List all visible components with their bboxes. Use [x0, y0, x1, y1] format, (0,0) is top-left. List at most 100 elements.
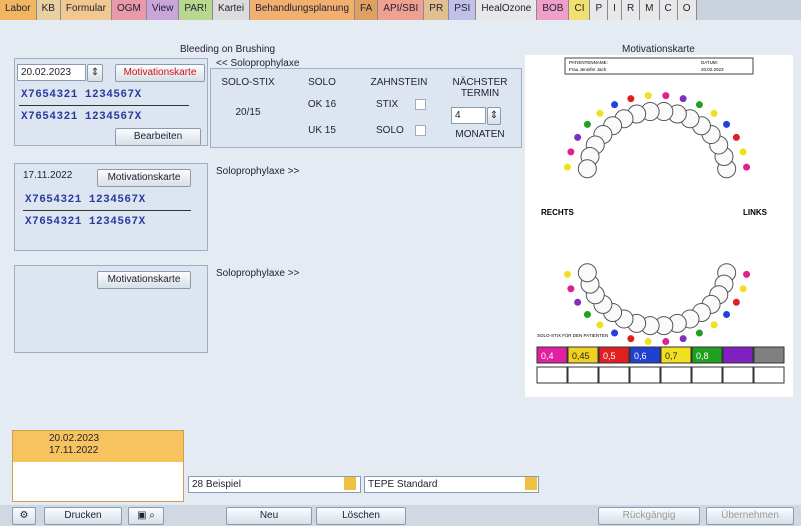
- left-label: LINKS: [743, 208, 768, 217]
- icon-button[interactable]: ▣ ⌕: [128, 507, 164, 525]
- entry-date: 17.11.2022: [23, 170, 72, 181]
- teeth-upper: X7654321 1234567X: [21, 89, 142, 101]
- delete-button[interactable]: Löschen: [316, 507, 406, 525]
- card-button[interactable]: Motivationskarte: [97, 169, 191, 187]
- tab[interactable]: CI: [569, 0, 590, 20]
- card-button[interactable]: Motivationskarte: [97, 271, 191, 289]
- card-button[interactable]: Motivationskarte: [115, 64, 205, 82]
- tab[interactable]: PAR!: [179, 0, 213, 20]
- tab[interactable]: C: [660, 0, 678, 20]
- marker-dot: [564, 164, 571, 171]
- marker-dot: [740, 285, 747, 292]
- months-input[interactable]: 4: [451, 107, 486, 124]
- new-button[interactable]: Neu: [226, 507, 312, 525]
- tab[interactable]: M: [640, 0, 659, 20]
- stix-note: SOLO-STIX FÜR DEN PATIENTEN: [537, 332, 608, 338]
- marker-dot: [574, 299, 581, 306]
- tab[interactable]: PSI: [449, 0, 476, 20]
- tab[interactable]: Labor: [0, 0, 37, 20]
- tab[interactable]: FA: [355, 0, 378, 20]
- marker-dot: [596, 321, 603, 328]
- tooth: [578, 160, 596, 178]
- cell: [537, 367, 567, 383]
- months-label: MONATEN: [443, 129, 517, 140]
- tab[interactable]: Formular: [61, 0, 112, 20]
- tab[interactable]: OGM: [112, 0, 147, 20]
- blank-row: [537, 367, 784, 383]
- col-header: SOLO-STIX: [213, 77, 283, 88]
- list-item[interactable]: 20.02.2023: [49, 433, 183, 445]
- tooth: [578, 264, 596, 282]
- tab[interactable]: Kartei: [213, 0, 250, 20]
- teeth-lower: X7654321 1234567X: [25, 216, 146, 228]
- link[interactable]: Soloprophylaxe >>: [216, 268, 299, 279]
- marker-dot: [733, 299, 740, 306]
- link[interactable]: Soloprophylaxe >>: [216, 166, 299, 177]
- dropdown-arrow[interactable]: [525, 477, 537, 490]
- marker-dot: [696, 101, 703, 108]
- entry-panel: Motivationskarte: [14, 265, 208, 353]
- tab[interactable]: View: [147, 0, 180, 20]
- edit-button[interactable]: Bearbeiten: [115, 128, 201, 146]
- stix-value: 20/15: [213, 107, 283, 118]
- list-item[interactable]: 17.11.2022: [49, 445, 183, 457]
- section-title: Bleeding on Brushing: [180, 44, 275, 55]
- marker-dot: [680, 335, 687, 342]
- toolbar: ⚙ Drucken ▣ ⌕ Neu Löschen Rückgängig Übe…: [0, 505, 801, 526]
- date-input[interactable]: 20.02.2023: [17, 64, 86, 81]
- tooth-diagram: [564, 92, 750, 345]
- tab[interactable]: API/SBI: [378, 0, 424, 20]
- card-title: Motivationskarte: [622, 44, 695, 55]
- ok-value: OK 16: [287, 99, 357, 110]
- right-label: RECHTS: [541, 208, 575, 217]
- tab[interactable]: R: [622, 0, 640, 20]
- tab[interactable]: PR: [424, 0, 449, 20]
- cell: [661, 367, 691, 383]
- marker-dot: [743, 271, 750, 278]
- teeth-lower: X7654321 1234567X: [21, 111, 142, 123]
- marker-dot: [711, 321, 718, 328]
- marker-dot: [564, 271, 571, 278]
- checkbox[interactable]: [415, 99, 426, 110]
- tab[interactable]: O: [678, 0, 697, 20]
- tab[interactable]: I: [608, 0, 622, 20]
- spinner[interactable]: ⇕: [87, 64, 103, 82]
- size-label: 0,45: [572, 351, 590, 361]
- spinner[interactable]: ⇕: [487, 107, 501, 125]
- size-swatch: [754, 347, 784, 363]
- settings-button[interactable]: ⚙: [12, 507, 36, 525]
- teeth-upper: X7654321 1234567X: [25, 194, 146, 206]
- apply-button[interactable]: Übernehmen: [706, 507, 794, 525]
- solo-label: SOLO: [376, 125, 404, 136]
- marker-dot: [611, 101, 618, 108]
- cell: [568, 367, 598, 383]
- tab[interactable]: Behandlungsplanung: [250, 0, 355, 20]
- size-label: 0,4: [541, 351, 554, 361]
- marker-dot: [740, 148, 747, 155]
- marker-dot: [711, 110, 718, 117]
- marker-dot: [733, 134, 740, 141]
- marker-dot: [723, 311, 730, 318]
- print-button[interactable]: Drucken: [44, 507, 122, 525]
- marker-dot: [743, 164, 750, 171]
- cell: [599, 367, 629, 383]
- tab[interactable]: BOB: [537, 0, 569, 20]
- tab[interactable]: KB: [37, 0, 61, 20]
- undo-button[interactable]: Rückgängig: [598, 507, 700, 525]
- checkbox[interactable]: [415, 125, 426, 136]
- marker-dot: [680, 95, 687, 102]
- dropdown[interactable]: TEPE Standard: [364, 476, 539, 493]
- marker-dot: [627, 95, 634, 102]
- dropdown[interactable]: 28 Beispiel: [188, 476, 361, 493]
- col-header: ZAHNSTEIN: [361, 77, 437, 88]
- tab[interactable]: HealOzone: [476, 0, 537, 20]
- marker-dot: [567, 285, 574, 292]
- size-label: 0,7: [665, 351, 678, 361]
- stix-label: STIX: [376, 99, 398, 110]
- dropdown-arrow[interactable]: [344, 477, 356, 490]
- tab[interactable]: P: [590, 0, 608, 20]
- marker-dot: [645, 92, 652, 99]
- divider: [19, 105, 189, 106]
